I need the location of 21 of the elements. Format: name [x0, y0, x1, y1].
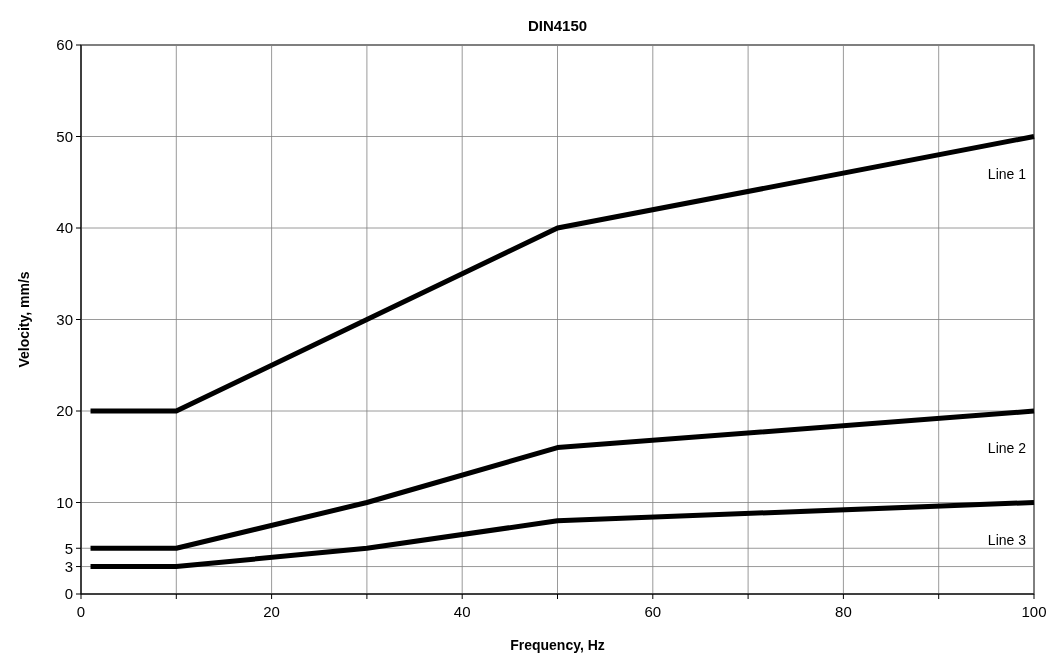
x-tick-label: 20 — [263, 603, 280, 620]
x-tick-label: 60 — [644, 603, 662, 620]
y-axis-title: Velocity, mm/s — [16, 271, 32, 368]
y-tick-label: 10 — [56, 493, 73, 511]
series-label: Line 1 — [987, 165, 1027, 182]
x-axis-title: Frequency, Hz — [510, 637, 605, 653]
y-tick-label: 30 — [56, 310, 73, 328]
x-tick-label: 0 — [76, 603, 86, 620]
series-label: Line 3 — [987, 531, 1027, 548]
x-tick-label: 40 — [453, 603, 471, 620]
y-tick-label: 20 — [56, 402, 73, 420]
chart-title: DIN4150 — [527, 17, 588, 34]
y-tick-label: 5 — [64, 539, 73, 557]
x-tick-label: 80 — [835, 603, 852, 620]
y-tick-label: 0 — [64, 585, 73, 603]
y-tick-label: 3 — [64, 557, 73, 575]
x-tick-label: 100 — [1021, 603, 1047, 620]
series-label: Line 2 — [987, 440, 1027, 456]
y-tick-label: 60 — [56, 36, 73, 54]
y-tick-label: 50 — [56, 127, 73, 145]
y-tick-label: 40 — [56, 219, 73, 237]
